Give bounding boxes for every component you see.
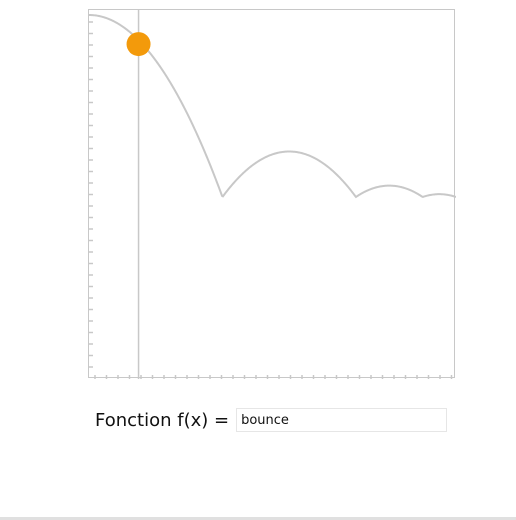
function-input[interactable] — [236, 408, 448, 432]
function-plot — [88, 9, 456, 379]
progress-marker-dot — [126, 32, 151, 57]
y-axis-ticks — [89, 21, 93, 368]
bottom-divider — [0, 517, 516, 520]
x-axis-ticks — [94, 375, 453, 379]
function-label: Fonction f(x) = — [95, 409, 230, 431]
function-row: Fonction f(x) = — [95, 406, 448, 434]
function-curve — [89, 14, 456, 199]
plot-canvas — [89, 10, 456, 379]
